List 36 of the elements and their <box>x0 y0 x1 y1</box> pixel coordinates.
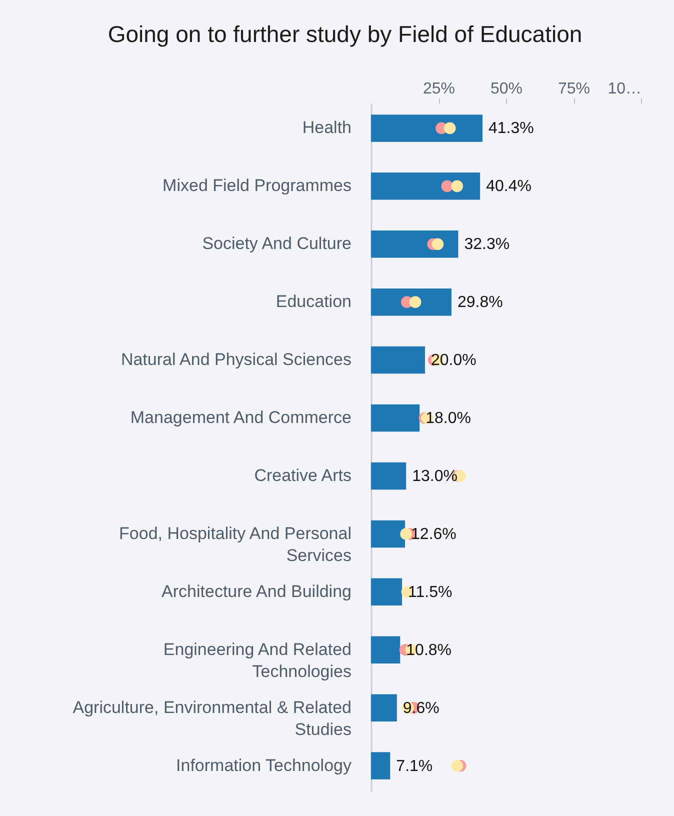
x-tick-label: 10… <box>608 80 642 98</box>
point <box>451 760 464 772</box>
y-tick-label: Society And Culture <box>202 234 352 254</box>
y-tick-label: Agriculture, Environmental & Related Studies <box>72 698 352 739</box>
data-label: 7.1% <box>396 758 433 775</box>
point <box>432 238 444 250</box>
y-tick-label: Management And Commerce <box>130 408 352 428</box>
y-tick-label: Health <box>302 118 352 138</box>
data-label: 41.3% <box>488 120 534 138</box>
data-label: 9.6% <box>402 700 440 717</box>
x-tick-label: 50% <box>490 80 523 98</box>
data-label: 18.0% <box>426 410 471 428</box>
x-tick-label: 25% <box>422 80 456 98</box>
y-tick-label: Architecture And Building <box>162 582 352 601</box>
data-label: 11.5% <box>408 584 452 601</box>
data-label: 10.8% <box>406 642 452 659</box>
data-label: 32.3% <box>464 236 510 254</box>
point <box>451 180 464 192</box>
y-tick-label: Mixed Field Programmes <box>162 176 352 196</box>
data-label: 20.0% <box>431 352 476 370</box>
y-tick-label: Natural And Physical Sciences <box>120 350 352 370</box>
data-label: 13.0% <box>412 468 458 485</box>
point <box>409 296 422 308</box>
chart-title: Going on to further study by Field of Education <box>108 21 582 47</box>
point <box>441 180 454 192</box>
y-tick-label: Education <box>276 292 352 312</box>
data-label: 29.8% <box>457 294 503 312</box>
point <box>400 528 412 540</box>
y-tick-label: Information Technology <box>176 756 352 775</box>
data-label: 12.6% <box>411 526 456 543</box>
point <box>444 122 456 134</box>
y-tick-label: Engineering And Related Technologies <box>163 640 352 681</box>
data-label: 40.4% <box>486 178 532 196</box>
x-tick-label: 75% <box>558 80 590 98</box>
y-tick-label: Creative Arts <box>254 466 352 485</box>
y-tick-label: Food, Hospitality And Personal Services <box>119 524 352 565</box>
